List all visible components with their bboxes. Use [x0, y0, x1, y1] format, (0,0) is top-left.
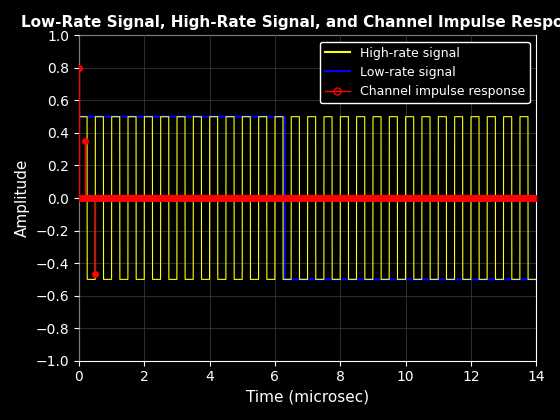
X-axis label: Time (microsec): Time (microsec): [246, 390, 369, 405]
Y-axis label: Amplitude: Amplitude: [15, 159, 30, 237]
Title: Low-Rate Signal, High-Rate Signal, and Channel Impulse Response: Low-Rate Signal, High-Rate Signal, and C…: [21, 15, 560, 30]
Legend: High-rate signal, Low-rate signal, Channel impulse response: High-rate signal, Low-rate signal, Chann…: [320, 42, 530, 103]
